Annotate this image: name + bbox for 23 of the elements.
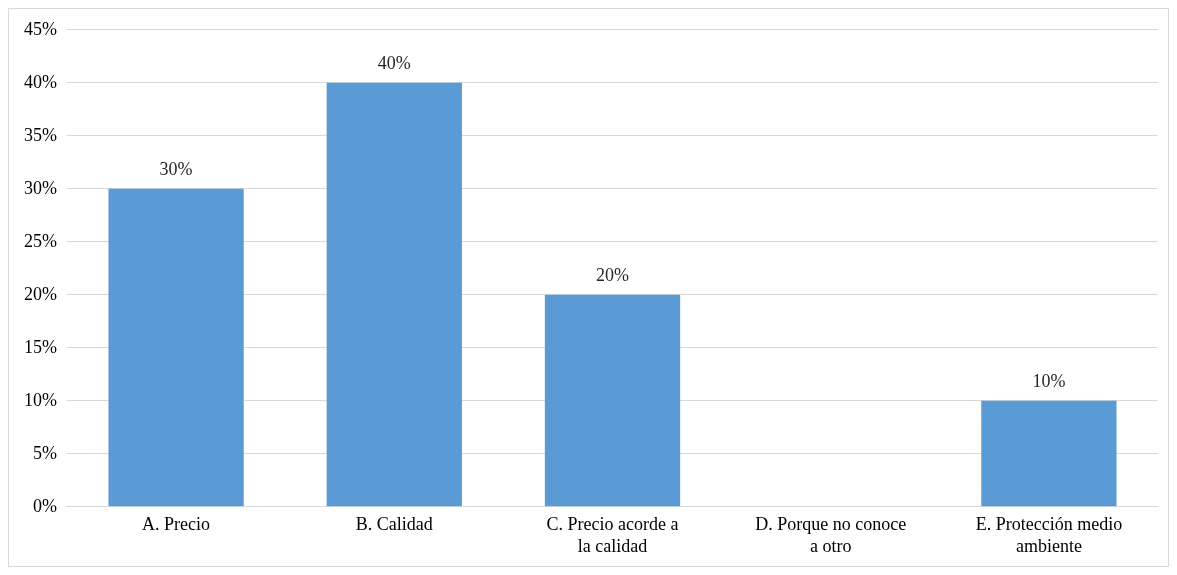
x-tick-label: E. Protección medio ambiente xyxy=(975,514,1123,556)
data-label: 30% xyxy=(159,158,193,179)
y-tick-label: 35% xyxy=(23,124,57,145)
data-label: 40% xyxy=(377,52,411,73)
y-tick-label: 40% xyxy=(23,71,57,92)
bar xyxy=(544,294,681,507)
bar xyxy=(326,82,462,507)
x-tick-label: D. Porque no conoce a otro xyxy=(755,514,907,556)
y-tick-label: 10% xyxy=(23,389,57,410)
y-tick-label: 30% xyxy=(23,177,57,198)
bar xyxy=(108,188,244,507)
bar xyxy=(981,400,1117,507)
x-tick-label: A. Precio xyxy=(142,514,211,535)
x-tick-label: B. Calidad xyxy=(355,514,433,535)
y-tick-label: 0% xyxy=(32,495,57,516)
data-label: 10% xyxy=(1032,370,1066,391)
y-tick-label: 15% xyxy=(23,336,57,357)
y-tick-label: 45% xyxy=(23,18,57,39)
y-tick-label: 25% xyxy=(23,230,57,251)
data-label: 20% xyxy=(596,264,629,285)
x-tick-label: C. Precio acorde a la calidad xyxy=(546,514,679,556)
y-tick-label: 20% xyxy=(23,283,57,304)
y-tick-label: 5% xyxy=(32,442,57,463)
